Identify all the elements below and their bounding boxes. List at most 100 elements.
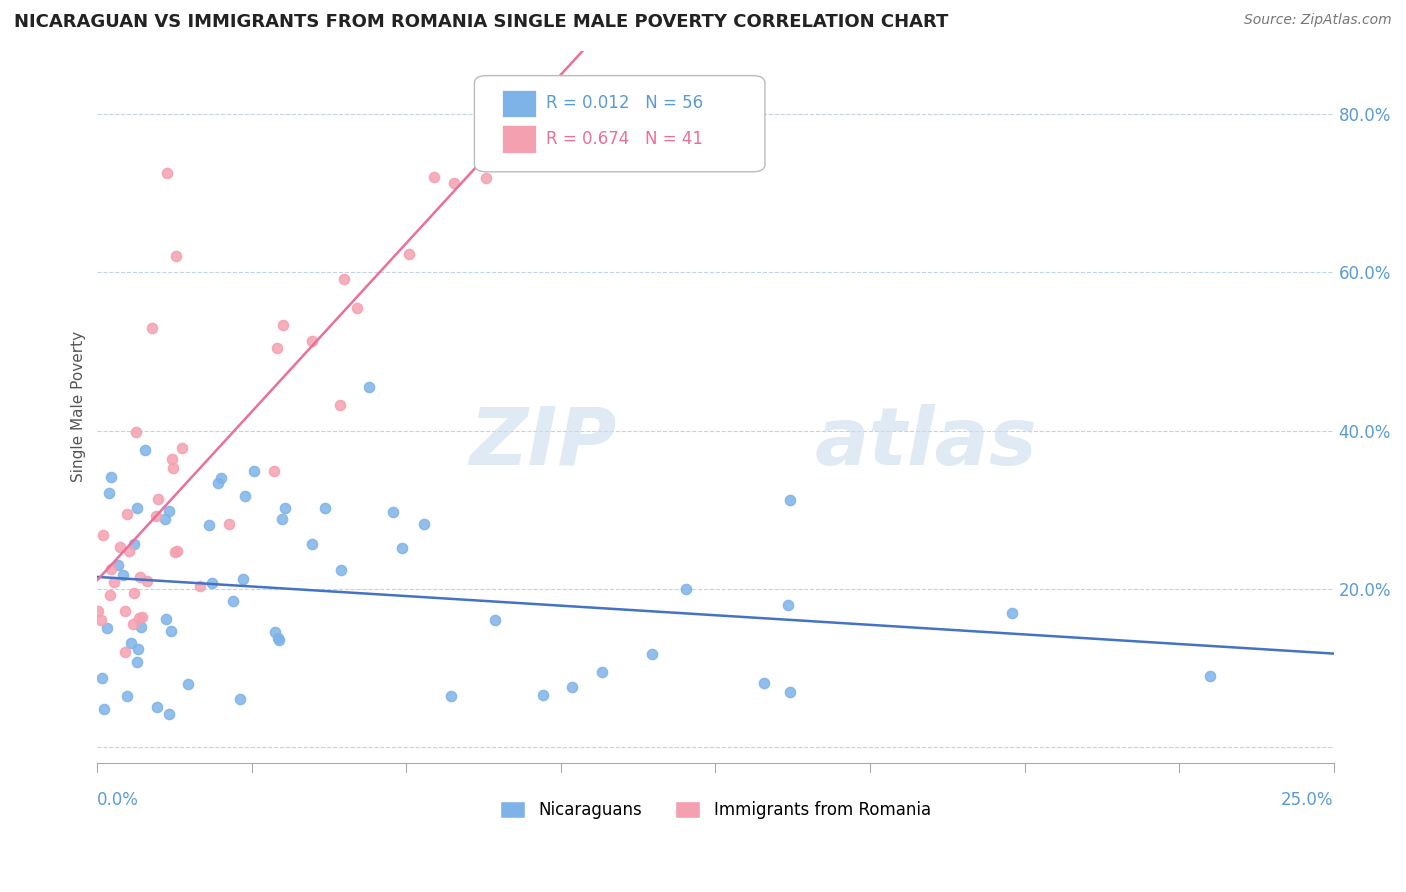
Point [135, 574, 157, 589]
Point [1199, 669, 1222, 683]
Point [122, 586, 145, 600]
Point [266, 342, 288, 356]
Point [329, 398, 352, 412]
Point [162, 460, 184, 475]
Point [381, 505, 404, 519]
Point [641, 647, 664, 661]
Point [114, 645, 136, 659]
Point [128, 570, 150, 584]
Point [115, 508, 138, 522]
Point [359, 380, 381, 394]
Point [779, 492, 801, 507]
Point [98, 588, 121, 602]
Point [115, 689, 138, 703]
Point [166, 544, 188, 558]
Point [128, 611, 150, 625]
Point [155, 612, 177, 626]
Point [413, 516, 436, 531]
Text: R = 0.674   N = 41: R = 0.674 N = 41 [546, 130, 703, 148]
Point [93, 702, 115, 716]
Point [155, 166, 177, 180]
Point [160, 624, 183, 638]
Text: 0.0%: 0.0% [97, 791, 139, 809]
Point [90, 613, 112, 627]
Point [100, 561, 122, 575]
Point [271, 512, 294, 526]
Point [160, 452, 183, 467]
Point [201, 575, 224, 590]
Point [398, 247, 420, 261]
Text: 25.0%: 25.0% [1281, 791, 1334, 809]
Point [422, 170, 444, 185]
Point [157, 504, 180, 518]
Point [271, 318, 294, 333]
Point [243, 464, 266, 478]
Point [301, 537, 323, 551]
Point [675, 582, 697, 596]
Point [141, 320, 163, 334]
Point [229, 691, 252, 706]
Point [91, 527, 114, 541]
Point [145, 700, 167, 714]
Point [87, 604, 110, 618]
Text: ZIP: ZIP [470, 403, 617, 482]
Point [155, 512, 177, 526]
Point [314, 501, 336, 516]
Point [170, 442, 193, 456]
Point [443, 177, 465, 191]
FancyBboxPatch shape [474, 76, 765, 172]
Point [107, 558, 129, 572]
Point [233, 489, 256, 503]
Point [263, 464, 285, 478]
Point [329, 563, 352, 577]
Point [112, 568, 135, 582]
Point [269, 633, 291, 648]
Point [266, 631, 288, 645]
Point [114, 604, 136, 618]
Y-axis label: Single Male Poverty: Single Male Poverty [72, 331, 86, 483]
Point [221, 593, 243, 607]
Point [157, 707, 180, 722]
Point [484, 613, 506, 627]
Bar [502, 90, 536, 117]
Point [1001, 606, 1024, 620]
Point [531, 688, 554, 702]
Point [100, 470, 122, 484]
Text: R = 0.012   N = 56: R = 0.012 N = 56 [546, 95, 703, 112]
Point [131, 609, 153, 624]
Point [332, 272, 354, 286]
Point [125, 425, 148, 439]
Point [301, 334, 323, 348]
Point [127, 655, 149, 669]
Point [108, 540, 131, 554]
Point [165, 545, 187, 559]
Point [122, 616, 145, 631]
Legend: Nicaraguans, Immigrants from Romania: Nicaraguans, Immigrants from Romania [494, 795, 938, 826]
Point [96, 621, 118, 635]
Point [134, 443, 156, 458]
Point [218, 517, 240, 532]
Text: Source: ZipAtlas.com: Source: ZipAtlas.com [1244, 13, 1392, 28]
Point [145, 508, 167, 523]
Point [561, 680, 583, 694]
Point [346, 301, 368, 315]
Point [209, 471, 232, 485]
Point [124, 537, 146, 551]
Point [264, 624, 287, 639]
Point [232, 572, 254, 586]
Point [166, 250, 188, 264]
Point [125, 500, 148, 515]
Point [273, 501, 295, 516]
Point [474, 171, 496, 186]
Point [146, 491, 169, 506]
Point [391, 541, 413, 555]
Point [118, 543, 141, 558]
Point [188, 579, 211, 593]
Point [591, 665, 613, 680]
Point [207, 476, 229, 491]
Point [120, 635, 142, 649]
Point [752, 676, 775, 690]
Point [91, 671, 114, 685]
Point [98, 485, 121, 500]
Bar [502, 126, 536, 153]
